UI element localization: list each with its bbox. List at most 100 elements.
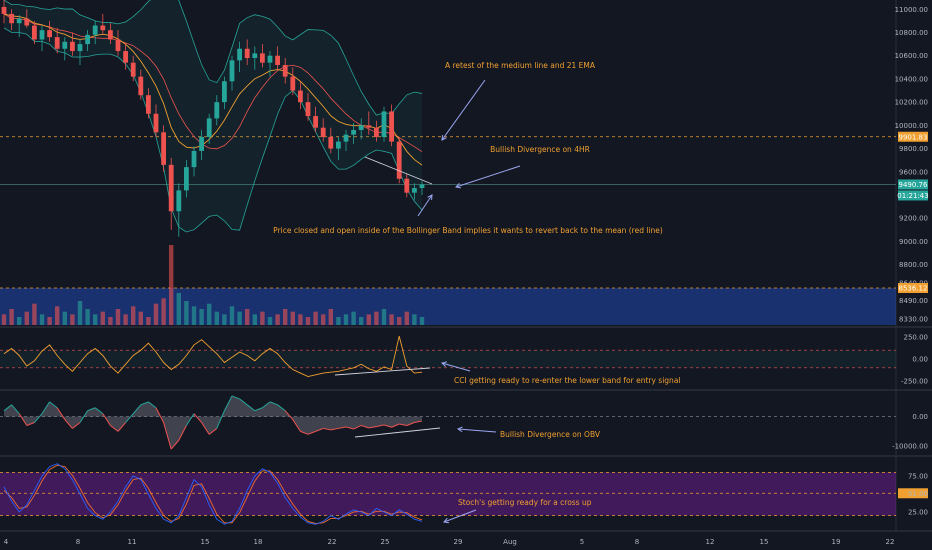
volume-bar bbox=[275, 314, 280, 325]
time-axis-tick: 8 bbox=[76, 538, 80, 546]
candle-body bbox=[336, 141, 341, 149]
candle bbox=[404, 174, 410, 198]
obv-line-segment bbox=[254, 407, 263, 412]
arrow-bollinger-head bbox=[427, 194, 433, 201]
candle-body bbox=[138, 76, 144, 96]
candle bbox=[153, 104, 159, 137]
candle-body bbox=[298, 90, 303, 103]
volume-bar bbox=[397, 317, 402, 325]
time-axis-tick: 8 bbox=[635, 538, 639, 546]
volume-bar bbox=[305, 317, 311, 325]
obv-axis-tick: -10000.00 bbox=[892, 443, 928, 451]
stoch-axis-tick: 51.00 bbox=[908, 490, 928, 498]
obv-line-segment bbox=[262, 401, 271, 409]
candle bbox=[9, 9, 14, 31]
volume-bar bbox=[161, 298, 166, 325]
price-label-resistance: 9901.83 bbox=[899, 133, 928, 141]
annotation-retest: A retest of the medium line and 21 EMA bbox=[445, 61, 596, 70]
volume-bar bbox=[419, 317, 425, 325]
arrow-retest-head bbox=[441, 134, 447, 141]
candle-body bbox=[54, 37, 60, 49]
arrow-cci-head bbox=[440, 361, 447, 367]
stoch-k-line bbox=[3, 463, 423, 525]
arrow-obv-head bbox=[456, 426, 463, 433]
candle-body bbox=[206, 118, 212, 137]
stoch-band-fill bbox=[0, 472, 896, 516]
candle-body bbox=[77, 44, 83, 52]
cci-axis-tick: -250.00 bbox=[901, 377, 928, 385]
price-axis-tick: 10000.00 bbox=[895, 122, 928, 130]
candle-body bbox=[366, 125, 372, 128]
volume-bar bbox=[108, 317, 113, 325]
obv-line-segment bbox=[18, 413, 28, 426]
obv-line-segment bbox=[193, 413, 202, 423]
arrow-divergence-4hr bbox=[455, 165, 521, 188]
candle-body bbox=[237, 48, 242, 61]
candle-body bbox=[108, 30, 113, 40]
volume-bar bbox=[252, 314, 257, 325]
obv-line-segment bbox=[284, 410, 294, 420]
annotation-obv: Bullish Divergence on OBV bbox=[500, 430, 601, 439]
candle-body bbox=[16, 18, 22, 24]
obv-line-segment bbox=[338, 426, 347, 429]
arrow-obv bbox=[457, 428, 497, 433]
obv-line-segment bbox=[399, 423, 407, 426]
volume-bar bbox=[77, 301, 83, 325]
time-axis-tick: 22 bbox=[886, 538, 895, 546]
volume-bar bbox=[389, 314, 394, 325]
volume-bar bbox=[169, 245, 174, 325]
candle-body bbox=[47, 30, 52, 38]
volume-bar bbox=[176, 293, 181, 325]
candle-body bbox=[358, 125, 364, 130]
price-axis-tick: 9800.00 bbox=[899, 145, 928, 153]
candle-body bbox=[313, 116, 318, 128]
price-axis-tick: 9600.00 bbox=[899, 168, 928, 176]
candle bbox=[62, 37, 68, 61]
obv-line-segment bbox=[361, 424, 369, 429]
candle-body bbox=[123, 51, 128, 63]
candle-body bbox=[70, 41, 75, 52]
obv-line-segment bbox=[246, 404, 256, 412]
candle-body bbox=[374, 127, 379, 137]
volume-bar bbox=[32, 303, 37, 325]
obv-line-segment bbox=[102, 413, 111, 426]
candle bbox=[237, 41, 242, 72]
obv-line-segment bbox=[269, 401, 278, 406]
volume-bar bbox=[245, 309, 250, 325]
volume-bar bbox=[47, 317, 52, 325]
price-pane: 11000.00 10800.00 10600.00 10400.00 10200.00… bbox=[0, 0, 929, 325]
annotation-bollinger: Price closed and open inside of the Boll… bbox=[273, 226, 663, 235]
candle-body bbox=[115, 39, 121, 52]
cci-axis-tick: 0.00 bbox=[912, 356, 928, 364]
candle-body bbox=[381, 111, 387, 137]
candle bbox=[419, 181, 425, 195]
candle bbox=[396, 136, 402, 184]
candle bbox=[351, 123, 356, 144]
obv-line-segment bbox=[383, 424, 392, 428]
candle-body bbox=[176, 190, 182, 212]
obv-line-segment bbox=[155, 407, 165, 423]
arrow-stoch-head bbox=[443, 517, 450, 524]
obv-line-segment bbox=[185, 413, 195, 426]
candle-body bbox=[267, 55, 273, 63]
cci-axis-tick: 250.00 bbox=[904, 334, 929, 342]
candle-body bbox=[184, 167, 189, 191]
candle bbox=[92, 20, 98, 45]
volume-bar bbox=[207, 303, 212, 325]
candle bbox=[123, 44, 128, 70]
candle bbox=[108, 23, 113, 45]
obv-line-segment bbox=[345, 426, 354, 430]
candle-body bbox=[275, 55, 280, 65]
candle bbox=[381, 106, 387, 142]
obv-line-segment bbox=[132, 404, 142, 414]
volume-bar bbox=[267, 317, 273, 325]
cci-band-fill bbox=[0, 350, 896, 368]
cci-pane: 250.00 0.00 -250.00 CCI getting ready to re… bbox=[0, 334, 929, 385]
volume-bar bbox=[123, 314, 128, 325]
bollinger-band-fill bbox=[4, 0, 422, 232]
volume-bar bbox=[85, 309, 90, 325]
candle-body bbox=[39, 30, 45, 40]
candle bbox=[298, 81, 303, 110]
